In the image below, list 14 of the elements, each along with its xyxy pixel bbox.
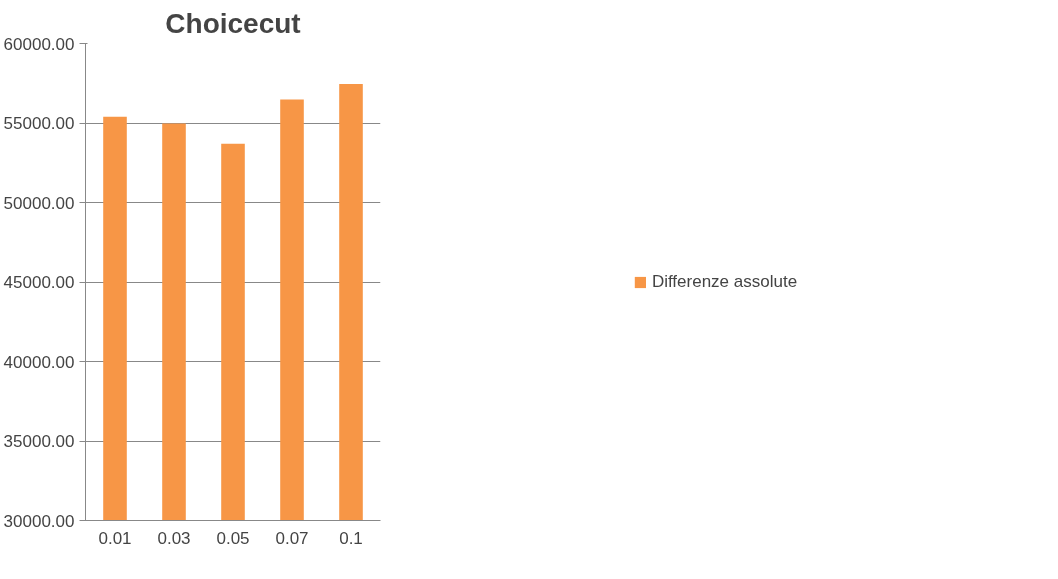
x-tick-label: 0.1 [339, 528, 363, 548]
y-tick-label: 30000.00 [3, 511, 75, 531]
x-tick-label: 0.03 [157, 528, 191, 548]
y-tick-label: 40000.00 [3, 352, 75, 372]
y-tick-label: 60000.00 [3, 34, 75, 54]
x-tick-label: 0.01 [98, 528, 132, 548]
y-tick-label: 50000.00 [3, 193, 75, 213]
y-tick-label: 35000.00 [3, 432, 75, 451]
x-tick-label: 0.07 [275, 528, 309, 548]
chart-title: Choicecut [165, 7, 301, 39]
y-tick-label: 55000.00 [3, 114, 75, 133]
legend-label: Differenze assolute [651, 271, 798, 292]
x-tick-label: 0.05 [216, 528, 250, 548]
y-tick-label: 45000.00 [3, 273, 75, 292]
